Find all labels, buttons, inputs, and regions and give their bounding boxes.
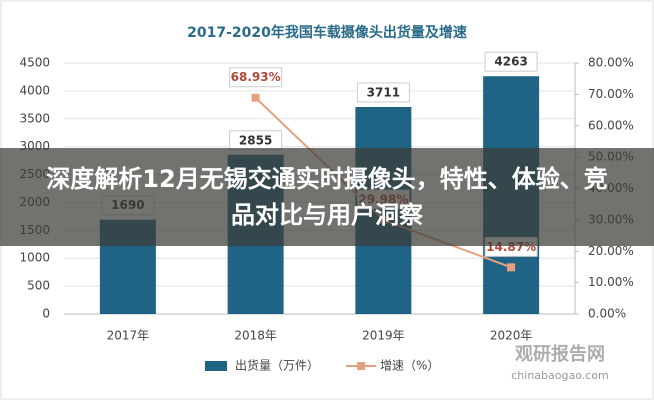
line-marker bbox=[251, 93, 260, 102]
label-box bbox=[229, 67, 283, 88]
banner: 深度解析12月无锡交通实时摄像头，特性、体验、竞品对比与用户洞察 bbox=[0, 148, 654, 246]
data-label-box: 2855 bbox=[229, 130, 283, 151]
watermark-name: 观研报告网 bbox=[515, 343, 605, 365]
y2-tick-label: 0.00% bbox=[588, 307, 626, 321]
legend-swatch bbox=[205, 361, 227, 371]
y-tick-label: 4500 bbox=[19, 56, 50, 70]
y-tick-label: 3500 bbox=[19, 111, 50, 125]
data-label: 4263 bbox=[494, 55, 527, 69]
y2-tick-label: 10.00% bbox=[588, 275, 634, 289]
data-label: 2855 bbox=[239, 133, 272, 147]
y2-tick-label: 70.00% bbox=[588, 87, 634, 101]
x-tick-label: 2018年 bbox=[234, 329, 277, 343]
chart-title: 2017-2020年我国车载摄像头出货量及增速 bbox=[187, 24, 467, 41]
y-tick-label: 0 bbox=[42, 307, 50, 321]
y2-tick-label: 60.00% bbox=[588, 118, 634, 132]
line-marker bbox=[507, 263, 516, 272]
y2-tick-label: 20.00% bbox=[588, 244, 634, 258]
y2-tick-label: 80.00% bbox=[588, 56, 634, 70]
label-box bbox=[356, 82, 410, 103]
legend-label: 增速（%） bbox=[380, 359, 439, 373]
y-tick-label: 1000 bbox=[19, 251, 50, 265]
data-label: 3711 bbox=[367, 86, 400, 100]
legend-swatch bbox=[357, 362, 365, 370]
label-box bbox=[484, 51, 538, 72]
x-tick-label: 2019年 bbox=[362, 329, 405, 343]
data-label-box: 68.93% bbox=[229, 67, 283, 88]
y-tick-label: 4000 bbox=[19, 83, 50, 97]
x-tick-label: 2017年 bbox=[107, 329, 150, 343]
banner-text: 深度解析12月无锡交通实时摄像头，特性、体验、竞品对比与用户洞察 bbox=[46, 165, 608, 229]
data-label-box: 3711 bbox=[356, 82, 410, 103]
x-tick-label: 2020年 bbox=[490, 329, 533, 343]
legend-label: 出货量（万件） bbox=[235, 358, 319, 373]
data-label: 68.93% bbox=[231, 70, 281, 84]
watermark-url: chinabaogao.com bbox=[511, 369, 609, 382]
data-label-box: 4263 bbox=[484, 51, 538, 72]
y-tick-label: 500 bbox=[27, 279, 50, 293]
